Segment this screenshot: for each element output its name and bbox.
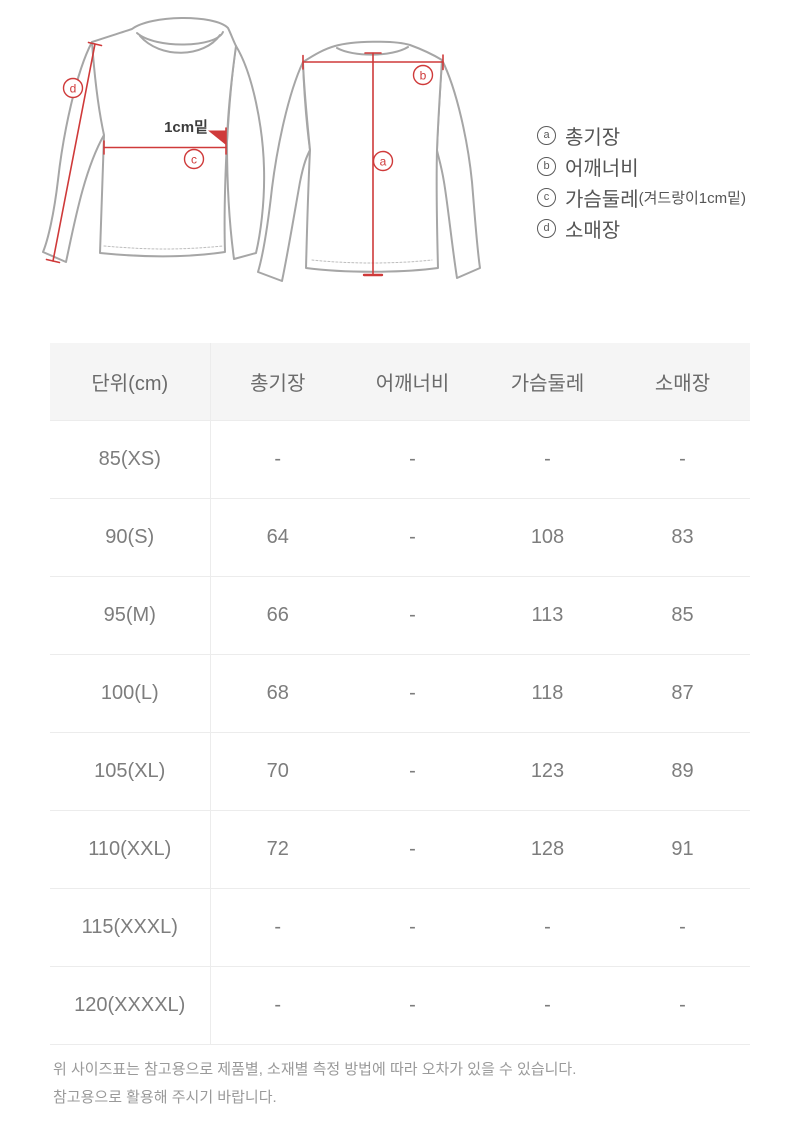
cell-value: 66 [210,576,345,655]
cell-value: - [210,966,345,1045]
cell-value: 118 [480,654,615,733]
size-label: 110(XXL) [50,810,211,889]
diagram-label-b: b [420,69,427,83]
cell-value: - [345,654,480,733]
legend-circle-a: a [537,126,556,145]
measurement-legend: a 총기장 b 어깨너비 c 가슴둘레 (겨드랑이1cm밑) d 소매장 [537,120,746,244]
front-body [91,17,237,258]
cell-value: - [210,888,345,967]
cell-value: - [615,966,750,1045]
note-1cm: 1cm밑 [164,118,208,136]
label-circle-c [183,148,205,170]
measurement-annotations [45,41,444,277]
cell-value: - [345,888,480,967]
measure-line-d [52,43,96,262]
size-label: 120(XXXXL) [50,966,211,1045]
cell-value: - [345,576,480,655]
table-row: 100(L) 68 - 118 87 [50,654,750,733]
legend-item-b: b 어깨너비 [537,151,746,182]
shirt-back-view [257,40,481,282]
size-label: 115(XXXL) [50,888,211,967]
diagram-label-a: a [380,155,387,169]
header-sleeve-length: 소매장 [615,343,750,421]
cell-value: - [345,498,480,577]
cell-value: 87 [615,654,750,733]
cell-value: 85 [615,576,750,655]
legend-suffix-c: (겨드랑이1cm밑) [638,190,746,207]
cell-value: 123 [480,732,615,811]
size-label: 105(XL) [50,732,211,811]
measure-tick [87,41,103,47]
header-unit: 단위(cm) [50,343,211,421]
cell-value: 89 [615,732,750,811]
diagram-label-d: d [70,82,77,96]
legend-label-c: 가슴둘레 [565,189,639,211]
cell-value: 64 [210,498,345,577]
cell-value: - [480,888,615,967]
table-row: 105(XL) 70 - 123 89 [50,732,750,811]
back-left-sleeve [257,61,311,282]
table-row: 120(XXXXL) - - - - [50,966,750,1045]
shirt-measurement-diagram: d c b a 1cm밑 [42,17,481,282]
legend-circle-d: d [537,219,556,238]
legend-label-b: 어깨너비 [565,158,639,180]
table-row: 95(M) 66 - 113 85 [50,576,750,655]
legend-circle-b: b [537,157,556,176]
legend-label-d: 소매장 [565,220,621,242]
cell-value: - [480,966,615,1045]
header-chest: 가슴둘레 [480,343,615,421]
table-row: 90(S) 64 - 108 83 [50,498,750,577]
disclaimer: 위 사이즈표는 참고용으로 제품별, 소재별 측정 방법에 따라 오차가 있을 … [53,1056,576,1112]
legend-item-c: c 가슴둘레 (겨드랑이1cm밑) [537,182,746,213]
disclaimer-line-1: 위 사이즈표는 참고용으로 제품별, 소재별 측정 방법에 따라 오차가 있을 … [53,1061,577,1078]
table-row: 110(XXL) 72 - 128 91 [50,810,750,889]
cell-value: 72 [210,810,345,889]
cell-value: 128 [480,810,615,889]
cell-value: 113 [480,576,615,655]
legend-circle-c: c [537,188,556,207]
table-header-row: 단위(cm) 총기장 어깨너비 가슴둘레 소매장 [50,343,750,421]
arrow-1cm [208,130,226,145]
front-collar-band [139,34,221,54]
cell-value: - [615,888,750,967]
header-total-length: 총기장 [210,343,345,421]
label-circle-d [62,77,84,99]
legend-item-d: d 소매장 [537,213,746,244]
header-shoulder-width: 어깨너비 [345,343,480,421]
cell-value: 108 [480,498,615,577]
cell-value: 83 [615,498,750,577]
cell-value: 70 [210,732,345,811]
back-right-sleeve [436,59,481,279]
cell-value: - [345,732,480,811]
cell-value: - [345,420,480,499]
measure-tick [45,258,61,264]
cell-value: 68 [210,654,345,733]
back-hem-stitch [311,259,433,264]
table-row: 115(XXXL) - - - - [50,888,750,967]
disclaimer-line-2: 참고용으로 활용해 주시기 바랍니다. [53,1089,277,1106]
size-table: 단위(cm) 총기장 어깨너비 가슴둘레 소매장 85(XS) - - - - … [50,343,750,1045]
size-label: 85(XS) [50,420,211,499]
label-circle-a [372,150,394,172]
cell-value: - [345,966,480,1045]
table-row: 85(XS) - - - - [50,420,750,499]
front-hem-stitch [103,245,224,250]
legend-item-a: a 총기장 [537,120,746,151]
size-label: 95(M) [50,576,211,655]
size-label: 90(S) [50,498,211,577]
size-label: 100(L) [50,654,211,733]
cell-value: 91 [615,810,750,889]
cell-value: - [345,810,480,889]
cell-value: - [210,420,345,499]
cell-value: - [480,420,615,499]
label-circle-b [412,64,434,86]
legend-label-a: 총기장 [565,127,621,149]
diagram-label-c: c [191,153,197,167]
cell-value: - [615,420,750,499]
